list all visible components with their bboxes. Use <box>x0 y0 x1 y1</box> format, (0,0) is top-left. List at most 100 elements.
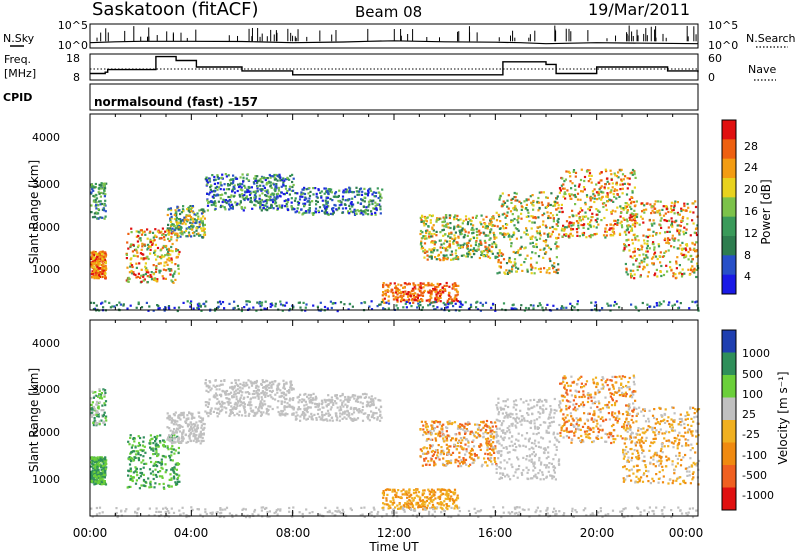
echo-pixel <box>341 211 344 214</box>
echo-pixel <box>274 302 277 305</box>
echo-pixel <box>658 212 661 215</box>
echo-pixel <box>271 397 274 400</box>
echo-pixel <box>233 414 236 417</box>
echo-pixel <box>407 291 410 294</box>
echo-pixel <box>320 196 323 199</box>
echo-pixel <box>93 277 96 280</box>
echo-pixel <box>609 227 612 230</box>
echo-pixel <box>419 304 422 307</box>
echo-pixel <box>283 393 286 396</box>
echo-pixel <box>161 246 164 249</box>
echo-pixel <box>134 254 137 257</box>
echo-pixel <box>314 211 317 214</box>
echo-pixel <box>568 222 571 225</box>
echo-pixel <box>253 196 256 199</box>
echo-pixel <box>314 207 318 210</box>
echo-pixel <box>525 207 528 210</box>
echo-pixel <box>560 184 563 187</box>
echo-pixel <box>321 199 324 202</box>
echo-pixel <box>341 195 345 198</box>
echo-pixel <box>539 248 542 251</box>
echo-pixel <box>433 243 436 246</box>
echo-pixel <box>276 391 279 394</box>
echo-pixel <box>653 248 656 251</box>
echo-pixel <box>152 309 155 312</box>
echo-pixel <box>332 210 335 213</box>
echo-pixel <box>254 177 258 180</box>
echo-pixel <box>102 463 105 466</box>
echo-pixel <box>135 467 138 470</box>
echo-pixel <box>329 190 332 193</box>
echo-pixel <box>448 243 451 246</box>
echo-pixel <box>92 257 95 260</box>
echo-pixel <box>173 452 176 455</box>
echo-pixel <box>531 235 534 238</box>
echo-pixel <box>589 199 592 202</box>
echo-pixel <box>99 253 102 257</box>
echo-pixel <box>170 215 173 218</box>
echo-pixel <box>423 224 426 227</box>
echo-pixel <box>129 245 132 249</box>
echo-pixel <box>446 301 449 304</box>
echo-pixel <box>484 301 488 304</box>
echo-pixel <box>250 384 254 387</box>
echo-pixel <box>91 276 94 279</box>
echo-pixel <box>542 256 545 259</box>
echo-pixel <box>693 231 696 234</box>
echo-pixel <box>497 254 501 257</box>
echo-pixel <box>610 189 613 192</box>
echo-pixel <box>493 237 496 240</box>
echo-pixel <box>448 240 451 243</box>
echo-pixel <box>103 195 106 198</box>
echo-pixel <box>200 221 203 224</box>
echo-pixel <box>273 176 276 179</box>
echo-pixel <box>97 460 101 464</box>
noise-tick-high-right: 10^5 <box>708 19 738 32</box>
echo-pixel <box>247 198 250 201</box>
echo-pixel <box>267 195 270 198</box>
echo-pixel <box>622 217 625 220</box>
echo-pixel <box>426 216 429 219</box>
echo-pixel <box>557 245 560 248</box>
echo-pixel <box>230 411 233 414</box>
echo-pixel <box>280 409 283 413</box>
echo-pixel <box>130 451 133 454</box>
echo-pixel <box>130 269 133 273</box>
echo-pixel <box>141 231 145 234</box>
echo-pixel <box>548 232 551 235</box>
echo-pixel <box>371 193 374 196</box>
echo-pixel <box>93 195 96 198</box>
echo-pixel <box>137 444 140 448</box>
echo-pixel <box>543 247 546 250</box>
echo-pixel <box>281 400 284 403</box>
echo-pixel <box>101 477 104 480</box>
echo-pixel <box>646 263 649 266</box>
colorbar-segment <box>722 178 736 198</box>
echo-pixel <box>581 218 585 221</box>
echo-pixel <box>441 224 444 227</box>
echo-pixel <box>150 460 153 464</box>
echo-pixel <box>511 219 514 222</box>
echo-pixel <box>280 412 283 415</box>
echo-pixel <box>224 199 228 202</box>
echo-pixel <box>440 243 443 246</box>
echo-pixel <box>198 415 201 418</box>
echo-pixel <box>424 235 427 238</box>
echo-pixel <box>538 225 541 228</box>
echo-pixel <box>454 294 457 297</box>
echo-pixel <box>100 397 104 400</box>
echo-pixel <box>97 261 100 265</box>
echo-pixel <box>485 215 488 218</box>
echo-pixel <box>446 240 449 243</box>
echo-pixel <box>252 390 255 393</box>
echo-pixel <box>407 295 410 298</box>
echo-pixel <box>326 205 329 208</box>
echo-pixel <box>443 217 446 220</box>
echo-pixel <box>630 212 633 215</box>
power-axis-ticks <box>89 114 699 310</box>
echo-pixel <box>421 214 424 217</box>
echo-pixel <box>610 173 613 176</box>
echo-pixel <box>99 203 102 206</box>
echo-pixel <box>97 217 100 220</box>
echo-pixel <box>257 179 260 182</box>
